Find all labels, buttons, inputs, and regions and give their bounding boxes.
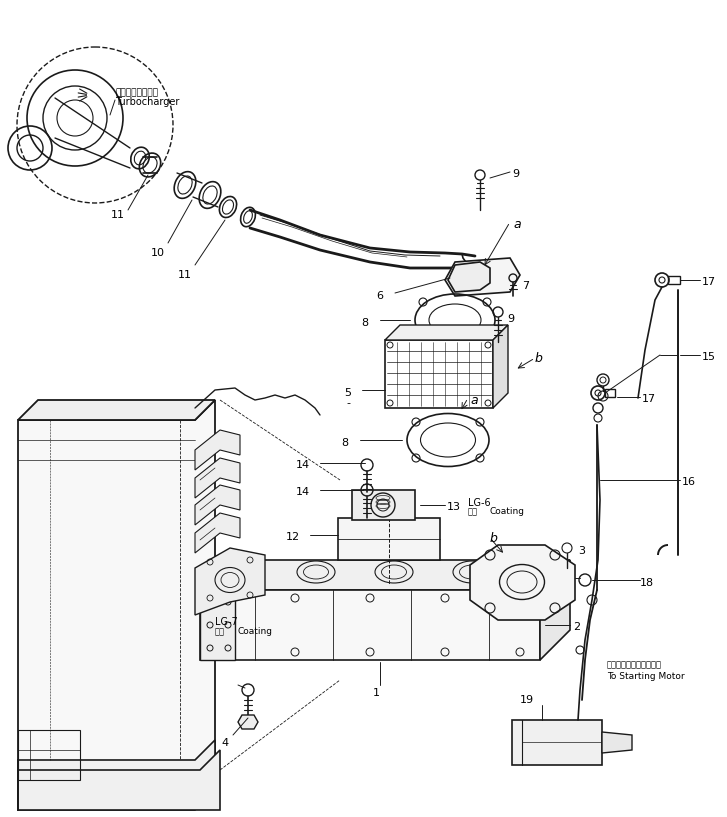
Polygon shape — [18, 750, 220, 810]
Text: 11: 11 — [178, 270, 192, 280]
Text: 18: 18 — [640, 578, 654, 588]
Text: 4: 4 — [222, 738, 228, 748]
Text: 途市: 途市 — [468, 507, 478, 516]
Text: 5: 5 — [345, 388, 351, 398]
Text: -: - — [346, 398, 350, 408]
Polygon shape — [385, 325, 508, 340]
Polygon shape — [512, 720, 602, 765]
Text: 6: 6 — [377, 291, 384, 301]
Polygon shape — [195, 430, 240, 470]
Text: a: a — [513, 218, 521, 231]
Polygon shape — [385, 340, 493, 408]
Text: 9: 9 — [507, 314, 514, 324]
Text: 14: 14 — [296, 487, 310, 497]
Text: 16: 16 — [682, 477, 696, 487]
Polygon shape — [18, 740, 215, 810]
Text: Coating: Coating — [490, 507, 525, 516]
Text: 2: 2 — [573, 622, 580, 632]
Polygon shape — [338, 518, 440, 560]
Polygon shape — [195, 513, 240, 553]
Text: a: a — [470, 394, 478, 407]
Text: 15: 15 — [702, 352, 716, 362]
Text: 11: 11 — [111, 210, 125, 220]
Polygon shape — [602, 732, 632, 753]
Polygon shape — [200, 590, 540, 660]
Text: 8: 8 — [361, 318, 369, 328]
Text: 12: 12 — [286, 532, 300, 542]
Text: 1: 1 — [372, 688, 379, 698]
Bar — [605, 389, 615, 397]
Polygon shape — [493, 325, 508, 408]
Text: 9: 9 — [512, 169, 519, 179]
Polygon shape — [448, 262, 490, 292]
Text: LG-7: LG-7 — [215, 617, 238, 627]
Polygon shape — [195, 458, 240, 498]
Text: 19: 19 — [520, 695, 534, 705]
Text: ターボチャージャ: ターボチャージャ — [115, 88, 158, 97]
Text: 10: 10 — [151, 248, 165, 258]
Polygon shape — [238, 715, 258, 729]
Text: To Starting Motor: To Starting Motor — [607, 672, 685, 681]
Text: 途市: 途市 — [215, 627, 225, 636]
Polygon shape — [195, 485, 240, 525]
Polygon shape — [352, 490, 415, 520]
Text: 7: 7 — [522, 281, 529, 291]
Text: b: b — [490, 532, 498, 545]
Text: Turbocharger: Turbocharger — [115, 97, 180, 107]
Text: LG-6: LG-6 — [468, 498, 491, 508]
Text: 14: 14 — [296, 460, 310, 470]
Text: 17: 17 — [642, 394, 656, 404]
Polygon shape — [200, 560, 570, 590]
Polygon shape — [195, 548, 265, 615]
Text: 3: 3 — [578, 546, 585, 556]
Polygon shape — [445, 258, 520, 296]
Text: b: b — [535, 352, 543, 365]
Polygon shape — [18, 400, 215, 790]
Polygon shape — [470, 545, 575, 620]
Text: 8: 8 — [342, 438, 348, 448]
Bar — [668, 276, 680, 284]
Polygon shape — [200, 590, 235, 660]
Text: 17: 17 — [702, 277, 716, 287]
Text: Coating: Coating — [237, 627, 272, 636]
Text: スターティングモータへ: スターティングモータへ — [607, 660, 662, 669]
Polygon shape — [540, 560, 570, 660]
Text: 13: 13 — [447, 502, 461, 512]
Polygon shape — [18, 400, 215, 420]
